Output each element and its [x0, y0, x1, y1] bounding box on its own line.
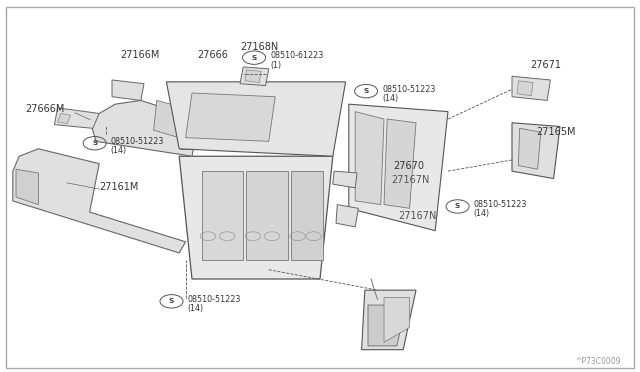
Polygon shape	[336, 205, 358, 227]
Text: (14): (14)	[188, 304, 204, 313]
Text: S: S	[169, 298, 174, 304]
Polygon shape	[355, 112, 384, 205]
Polygon shape	[154, 100, 198, 141]
Text: 08510-51223: 08510-51223	[111, 137, 164, 146]
Text: 08510-51223: 08510-51223	[474, 200, 527, 209]
Text: (14): (14)	[382, 94, 398, 103]
Polygon shape	[58, 113, 70, 124]
Text: 27168N: 27168N	[241, 42, 279, 52]
Text: 27167N: 27167N	[399, 211, 437, 221]
Polygon shape	[291, 171, 323, 260]
Polygon shape	[384, 119, 416, 208]
Polygon shape	[186, 93, 275, 141]
Polygon shape	[179, 156, 333, 279]
Polygon shape	[512, 123, 560, 179]
Polygon shape	[166, 82, 346, 156]
Text: S: S	[455, 203, 460, 209]
Polygon shape	[333, 171, 357, 188]
Polygon shape	[517, 81, 533, 96]
Polygon shape	[112, 80, 144, 100]
Polygon shape	[349, 104, 448, 231]
Polygon shape	[16, 169, 38, 205]
Text: 27161M: 27161M	[99, 182, 139, 192]
Text: S: S	[252, 55, 257, 61]
Polygon shape	[246, 171, 288, 260]
Text: 27666: 27666	[197, 49, 228, 60]
Polygon shape	[362, 290, 416, 350]
Text: 08510-51223: 08510-51223	[382, 85, 435, 94]
Text: S: S	[364, 88, 369, 94]
Text: 27166M: 27166M	[120, 49, 160, 60]
Polygon shape	[512, 76, 550, 100]
Polygon shape	[54, 108, 99, 128]
Text: 27670: 27670	[394, 161, 424, 171]
Text: (14): (14)	[474, 209, 490, 218]
Text: (14): (14)	[111, 146, 127, 155]
Text: 08510-51223: 08510-51223	[188, 295, 241, 304]
Text: 27165M: 27165M	[536, 126, 576, 137]
Polygon shape	[518, 128, 541, 169]
Polygon shape	[90, 100, 198, 156]
Polygon shape	[368, 305, 406, 346]
Text: 27167N: 27167N	[392, 175, 430, 185]
Polygon shape	[13, 149, 186, 253]
Polygon shape	[202, 171, 243, 260]
Polygon shape	[245, 70, 261, 83]
Polygon shape	[240, 67, 269, 86]
Text: 08510-61223: 08510-61223	[270, 51, 323, 60]
Text: S: S	[92, 140, 97, 146]
Text: 27666M: 27666M	[26, 103, 65, 113]
Text: (1): (1)	[270, 61, 281, 70]
Polygon shape	[384, 298, 410, 342]
Text: ^P73C0009: ^P73C0009	[575, 357, 621, 366]
Text: 27671: 27671	[530, 60, 561, 70]
